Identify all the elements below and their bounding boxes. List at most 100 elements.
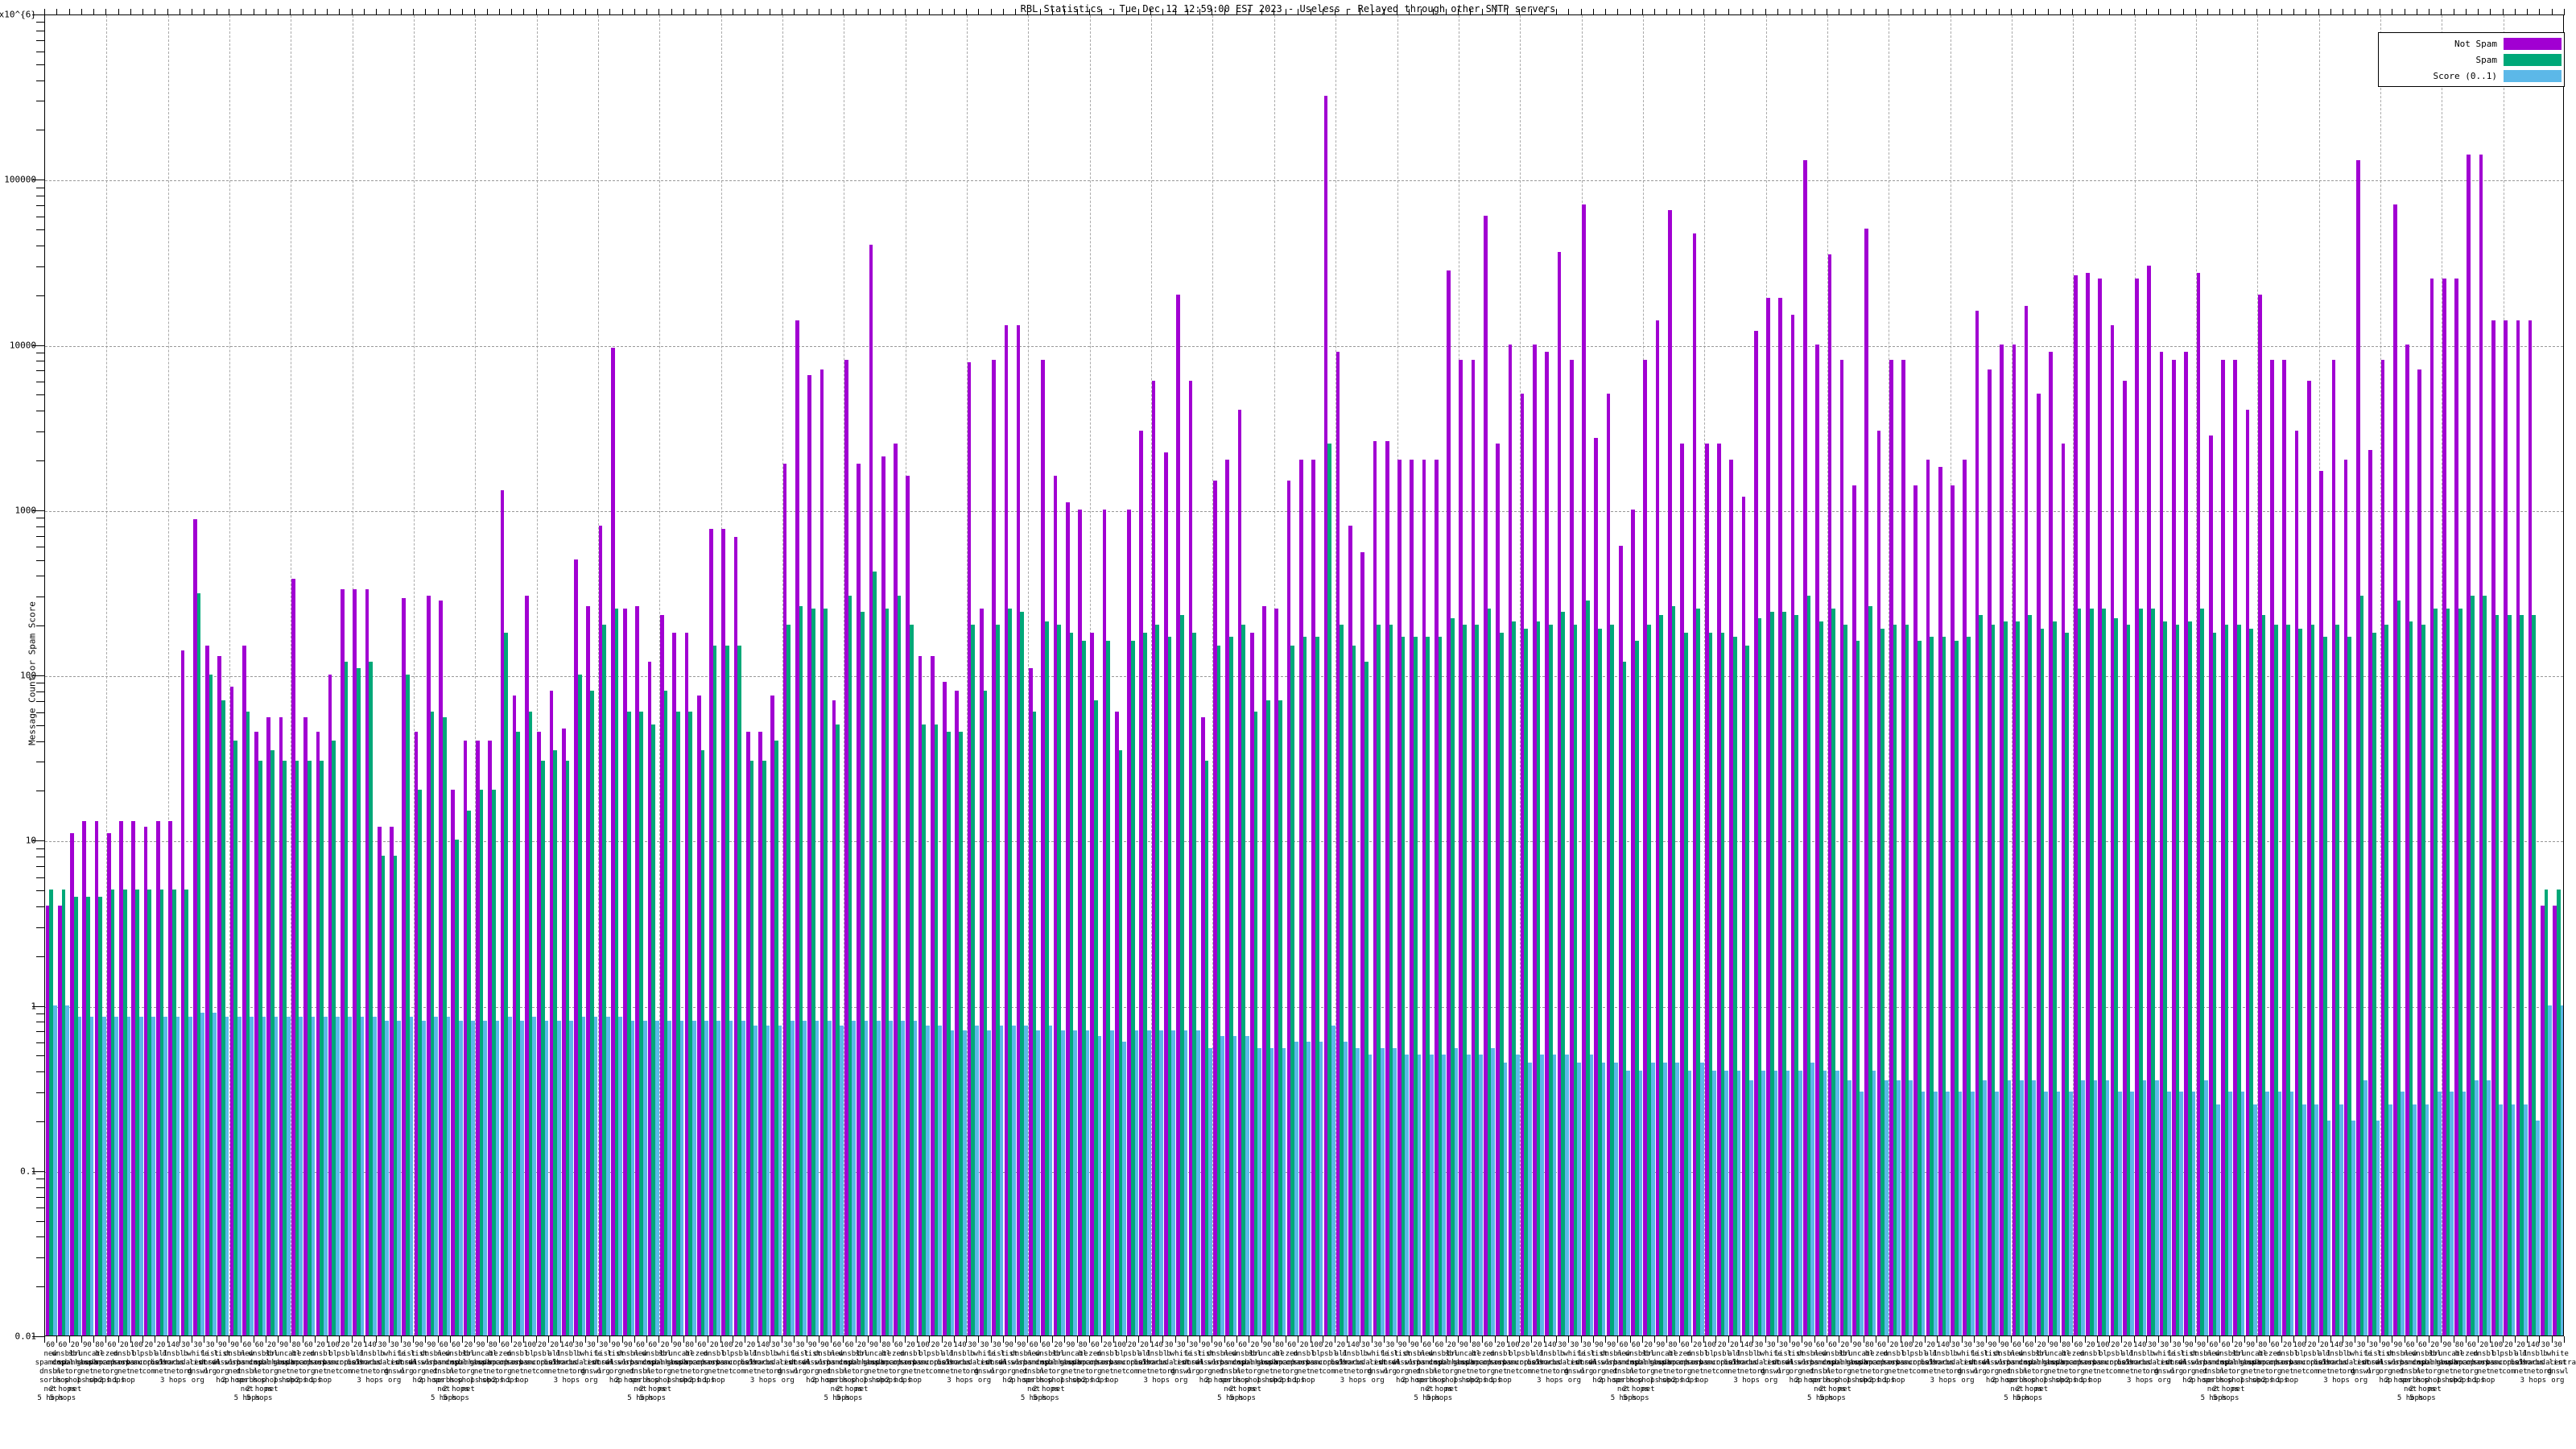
x-tick-bottom — [1690, 1336, 1692, 1343]
bar-spam — [357, 667, 361, 1335]
x-tick-label-line: net — [449, 1368, 463, 1376]
bar-score — [2105, 1080, 2110, 1335]
bars-layer — [45, 15, 2563, 1335]
x-tick-label-line: org — [216, 1368, 229, 1376]
x-tick-label-line: s5h — [154, 1359, 168, 1367]
y-tick-major — [32, 510, 44, 511]
x-tick-label: 20 dnsbl sorbs net 1 hop — [900, 1341, 922, 1385]
x-tick-label: 20 sbl spamhaus org shops net — [2024, 1341, 2058, 1394]
x-tick-top — [1605, 9, 1607, 15]
y-tick-minor — [36, 1257, 44, 1259]
bar-score — [2560, 1005, 2563, 1335]
bar-spam — [2040, 628, 2045, 1335]
x-tick-top — [1752, 9, 1754, 15]
y-tick-minor — [36, 1092, 44, 1093]
x-tick-label-line: list — [1984, 1350, 2001, 1358]
bar-spam — [836, 724, 840, 1335]
legend-swatch-score — [2504, 69, 2562, 82]
x-tick-label-line: 60 — [1619, 1341, 1629, 1349]
x-tick-label-line: spamcop — [821, 1359, 852, 1367]
x-tick-bottom — [966, 1336, 968, 1343]
x-tick-label-line: 30 — [390, 1341, 399, 1349]
x-tick-bottom — [241, 1336, 242, 1343]
bar-score — [999, 1026, 1004, 1335]
bar-score — [1810, 1062, 1815, 1335]
x-tick-label: 60 dnsbl dnsbl net hop 2 hops 5 hops — [1229, 1341, 1256, 1403]
x-tick-label-line: new — [1420, 1350, 1434, 1358]
x-tick-label-line: 3 hops — [1143, 1377, 1170, 1385]
x-tick-label: 20 sbl spamhaus org shops net — [844, 1341, 879, 1394]
bar-score — [1540, 1055, 1545, 1335]
bar-spam — [2446, 609, 2450, 1335]
bar-spam — [233, 740, 237, 1335]
x-tick-top — [2023, 9, 2025, 15]
bar-spam — [675, 711, 680, 1335]
bar-not-spam — [1938, 467, 1942, 1335]
x-tick-label: 30 b barracudacentral org — [1331, 1341, 1401, 1377]
bar-score — [1761, 1071, 1765, 1335]
x-tick-label-line: net — [953, 1368, 967, 1376]
x-tick-label: 60 dnsbl dnsbl net hop 2 hops 5 hops — [1623, 1341, 1649, 1403]
x-tick-label-line: com — [732, 1368, 745, 1376]
x-tick-label-line: 30 — [2148, 1341, 2157, 1349]
bar-spam — [922, 724, 927, 1335]
x-tick-label-line: 30 — [193, 1341, 203, 1349]
x-tick-label-line: 30 — [1385, 1341, 1395, 1349]
x-tick-label-line: psbl — [336, 1350, 354, 1358]
x-tick-label-line: org — [2465, 1368, 2479, 1376]
x-tick-label-line: b — [1363, 1350, 1368, 1358]
x-tick-label-line: dnsbl — [752, 1350, 774, 1358]
x-tick-top — [1937, 9, 1938, 15]
bar-not-spam — [2073, 275, 2078, 1335]
x-tick-label-line: psbl — [533, 1350, 551, 1358]
x-tick-bottom — [1715, 1336, 1717, 1343]
bar-score — [151, 1017, 155, 1335]
y-tick-minor — [36, 956, 44, 957]
bar-score — [2401, 1091, 2405, 1335]
bar-not-spam — [1323, 95, 1328, 1335]
x-tick-label: 100 bl spamcop net — [908, 1341, 939, 1377]
bar-not-spam — [2000, 344, 2004, 1335]
x-tick-label-line: 20 — [1717, 1341, 1727, 1349]
x-tick-label-line: dnsbl — [2325, 1350, 2348, 1358]
x-tick-label-line: 90 — [2393, 1341, 2403, 1349]
bar-spam — [98, 897, 103, 1335]
x-tick-label: 60 dnsbl dnsbl net hop 2 hops 5 hops — [246, 1341, 273, 1403]
x-tick-top — [990, 9, 992, 15]
x-tick-label: 60 zen spamhaus org 2 hops — [94, 1341, 129, 1385]
x-tick-label-line: bl — [1275, 1350, 1284, 1358]
x-tick-label-line: 80 — [1864, 1341, 1874, 1349]
x-tick-label-line: spamhaus — [487, 1359, 523, 1367]
x-tick-label-line: 1 hop — [703, 1377, 725, 1385]
bar-score — [1011, 1026, 1016, 1335]
x-tick-label-line: 20 — [1840, 1341, 1850, 1349]
x-tick-top — [351, 9, 353, 15]
x-tick-label-line: 5 hops — [1807, 1394, 1834, 1402]
x-tick-label-line: 60 — [242, 1341, 252, 1349]
bar-spam — [1389, 625, 1393, 1335]
bar-not-spam — [1655, 320, 1660, 1335]
x-tick-label-line: sorbs — [1736, 1359, 1758, 1367]
x-tick-label-line: net — [167, 1368, 180, 1376]
x-tick-label-line: list — [607, 1350, 625, 1358]
bar-not-spam — [2331, 360, 2336, 1335]
x-tick-top — [290, 9, 291, 15]
x-tick-label-line: org — [1371, 1377, 1385, 1385]
bar-score — [138, 1017, 143, 1335]
bar-spam — [1179, 614, 1184, 1335]
x-tick-top — [867, 9, 869, 15]
x-tick-label-line: org — [1162, 1368, 1176, 1376]
x-tick-label-line: truncate — [266, 1350, 302, 1358]
bar-not-spam — [2061, 444, 2066, 1335]
x-tick-label: 20 all s5h net — [1925, 1341, 1938, 1377]
x-tick-label-line: 2 hops — [1082, 1377, 1108, 1385]
bar-not-spam — [857, 463, 861, 1335]
x-tick-label-line: dnsbl — [1219, 1368, 1241, 1376]
x-tick-label-line: bl — [488, 1350, 497, 1358]
x-tick-bottom — [290, 1336, 291, 1343]
x-tick-label: 90 truncate gbudb net 1 hop — [660, 1341, 695, 1385]
x-tick-label-line: 20 — [2037, 1341, 2046, 1349]
x-tick-label: 60 new spamcop dnsbl sorbs net 5 hops — [625, 1341, 656, 1403]
x-tick-label-line: org — [597, 1368, 610, 1376]
y-tick-label: 1x10^{6} — [0, 9, 36, 20]
